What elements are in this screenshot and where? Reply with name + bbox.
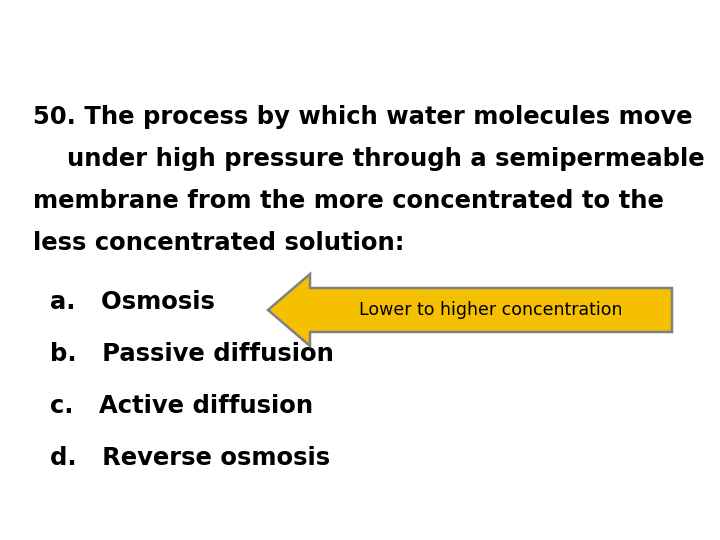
Text: b.   Passive diffusion: b. Passive diffusion (50, 342, 334, 366)
Polygon shape (268, 274, 672, 346)
Text: c.   Active diffusion: c. Active diffusion (50, 394, 313, 418)
Text: 50. The process by which water molecules move: 50. The process by which water molecules… (33, 105, 693, 129)
Text: Lower to higher concentration: Lower to higher concentration (359, 301, 623, 319)
Text: a.   Osmosis: a. Osmosis (50, 290, 215, 314)
Text: under high pressure through a semipermeable: under high pressure through a semipermea… (33, 147, 705, 171)
Text: membrane from the more concentrated to the: membrane from the more concentrated to t… (33, 189, 664, 213)
Text: less concentrated solution:: less concentrated solution: (33, 231, 405, 255)
Text: d.   Reverse osmosis: d. Reverse osmosis (50, 446, 330, 470)
